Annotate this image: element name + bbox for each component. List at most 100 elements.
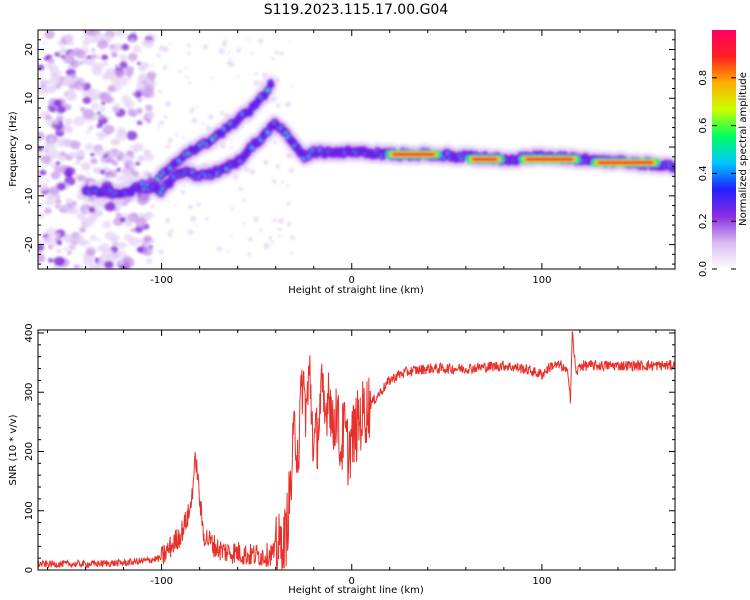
x-tick-label: 0 (349, 576, 355, 587)
noise-blob (228, 61, 235, 68)
noise-blob (89, 195, 96, 201)
noise-blob (38, 244, 45, 252)
noise-blob (88, 206, 96, 213)
noise-blob (59, 151, 66, 157)
noise-blob (226, 250, 229, 253)
noise-blob (117, 77, 128, 87)
colorbar-tick-label: 0.8 (698, 70, 709, 86)
noise-blob (75, 149, 86, 158)
noise-blob (91, 63, 101, 72)
noise-blob (69, 81, 75, 86)
noise-blob (150, 238, 155, 244)
y-tick-label: 400 (24, 323, 35, 342)
noise-blob (96, 123, 103, 129)
noise-blob (249, 168, 256, 175)
noise-blob (116, 154, 125, 162)
noise-blob (103, 260, 114, 269)
noise-blob (89, 234, 97, 242)
noise-blob (274, 50, 279, 55)
noise-blob (134, 225, 144, 234)
noise-blob (138, 193, 151, 204)
noise-blob (50, 171, 61, 180)
noise-blob (138, 238, 144, 244)
noise-blob (289, 251, 294, 256)
noise-blob (221, 42, 225, 46)
noise-blob (84, 165, 89, 169)
noise-blob (263, 159, 269, 165)
noise-blob (142, 235, 153, 244)
noise-blob (55, 232, 61, 237)
x-tick-label: 100 (532, 275, 551, 286)
noise-blob (106, 253, 118, 263)
noise-blob (102, 124, 115, 135)
noise-blob (120, 167, 131, 176)
noise-blob (202, 44, 208, 50)
noise-blob (116, 127, 127, 136)
noise-blob (113, 139, 121, 146)
noise-blob (109, 44, 115, 49)
noise-blob (123, 99, 135, 109)
noise-blob (227, 51, 231, 54)
colorbar-ticks: 0.0 0.2 0.4 0.6 0.8 (698, 70, 736, 277)
noise-blob (111, 241, 118, 247)
noise-blob (48, 186, 60, 195)
noise-blob (287, 223, 290, 227)
noise-blob (136, 120, 143, 126)
noise-blob (119, 61, 128, 69)
noise-blob (208, 114, 214, 120)
noise-blob (273, 140, 278, 145)
noise-blob (136, 61, 141, 66)
noise-blob (244, 166, 250, 172)
ridge-core (268, 81, 274, 87)
noise-blob (53, 99, 63, 108)
noise-blob (142, 80, 147, 85)
noise-blob (145, 258, 153, 265)
noise-blob (56, 240, 63, 246)
noise-blob (165, 144, 171, 149)
noise-blob (64, 33, 75, 42)
noise-blob (97, 238, 101, 242)
noise-blob (158, 249, 164, 255)
y-tick-label: 0 (24, 567, 35, 573)
noise-blob (230, 235, 233, 239)
noise-blob (51, 150, 62, 159)
noise-blob (126, 130, 138, 141)
colorbar-tick-label: 0.6 (698, 118, 709, 134)
noise-blob (94, 257, 99, 261)
noise-blob (62, 54, 75, 64)
noise-blob (106, 97, 115, 104)
noise-blob (40, 78, 46, 83)
noise-blob (114, 69, 126, 79)
noise-blob (60, 54, 65, 59)
noise-blob (253, 216, 259, 223)
noise-blob (122, 257, 135, 268)
noise-blob (91, 48, 96, 52)
noise-blob (139, 117, 144, 122)
noise-blob (73, 264, 79, 269)
spectrogram-ylabel: Frequency (Hz) (8, 111, 19, 187)
noise-blob (204, 217, 209, 221)
noise-blob (79, 59, 86, 65)
noise-blob (135, 107, 143, 114)
noise-blob (101, 42, 106, 46)
noise-blob (180, 189, 186, 195)
noise-blob (188, 204, 193, 210)
noise-blob (121, 43, 130, 51)
noise-blob (108, 158, 116, 164)
noise-blob (76, 212, 87, 221)
noise-blob (224, 113, 230, 119)
noise-blob (278, 234, 281, 238)
noise-blob (130, 38, 135, 42)
noise-blob (142, 91, 150, 98)
noise-blob (261, 72, 268, 79)
noise-blob (130, 228, 136, 233)
y-tick-label: -10 (24, 188, 35, 204)
noise-blob (258, 228, 263, 232)
noise-blob (146, 119, 152, 124)
noise-blob (38, 253, 46, 263)
noise-blob (128, 236, 140, 247)
noise-blob (63, 247, 68, 251)
noise-blob (38, 182, 49, 192)
noise-blob (279, 51, 284, 56)
